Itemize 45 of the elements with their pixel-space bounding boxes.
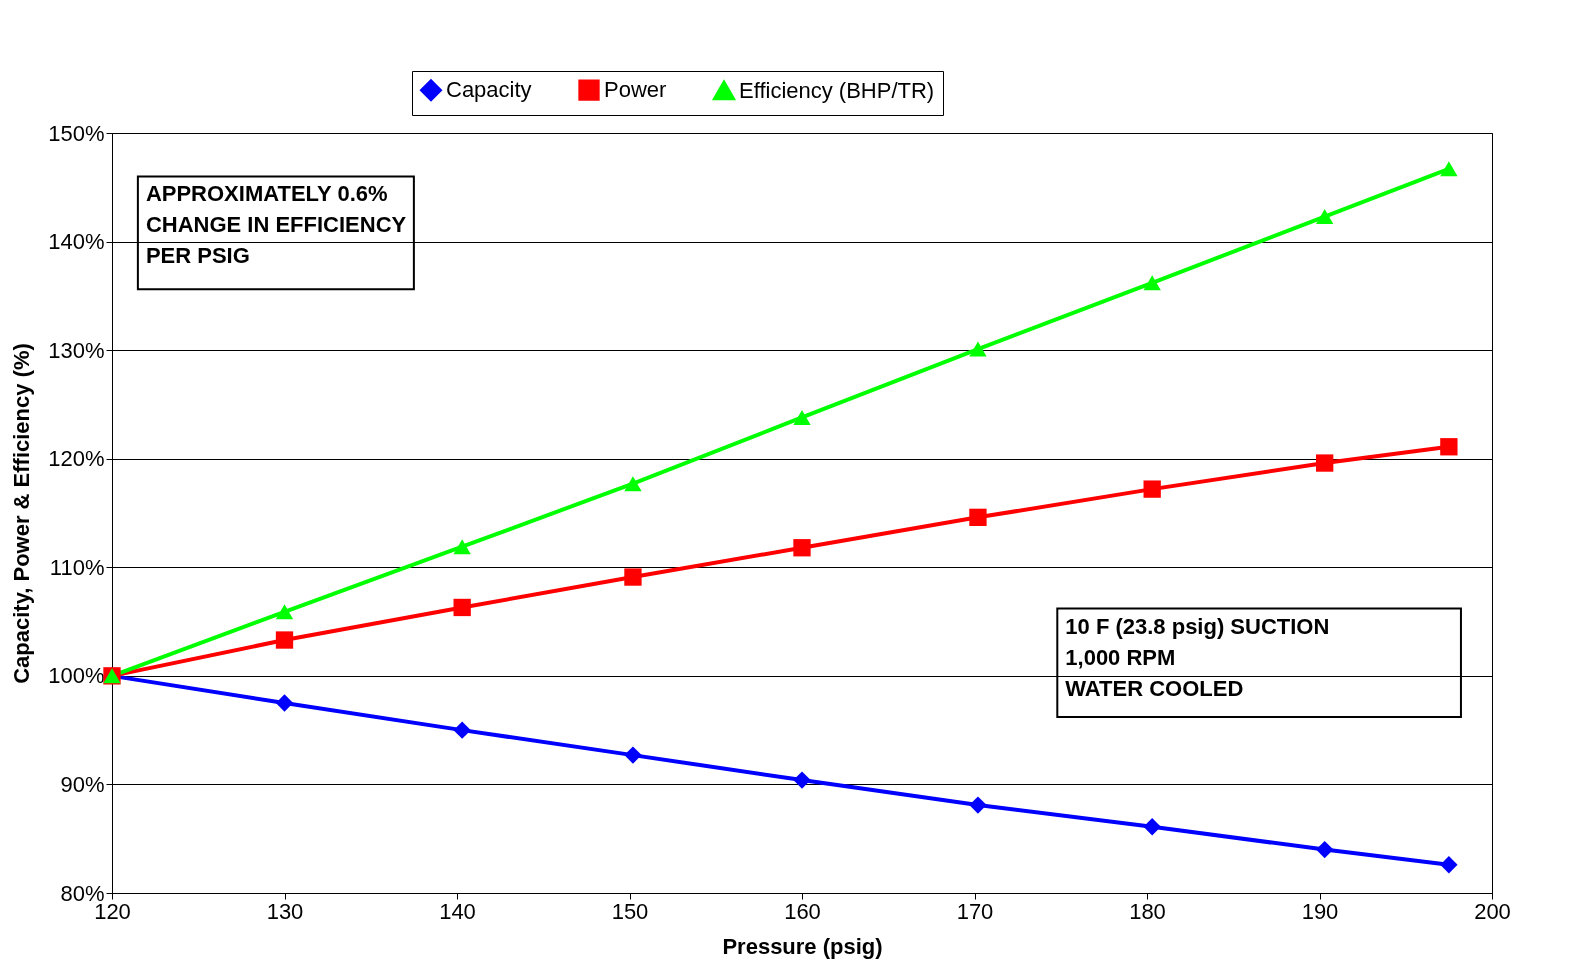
y-tick-label: 110% <box>49 554 105 580</box>
x-tick-label: 200 <box>1474 898 1511 924</box>
x-tick-label: 190 <box>1301 898 1339 924</box>
x-tick-label: 140 <box>439 898 476 924</box>
point <box>624 476 642 492</box>
point <box>793 539 811 557</box>
legend-label: Power <box>604 77 667 103</box>
point <box>624 746 642 764</box>
point <box>969 341 987 357</box>
y-tick-label: 120% <box>48 446 105 472</box>
point <box>453 721 471 739</box>
y-tick-label: 150% <box>48 120 105 146</box>
y-tick-label: 90% <box>60 771 105 797</box>
y-tick-label: 140% <box>48 229 105 255</box>
point <box>969 508 987 526</box>
x-tick-label: 130 <box>266 898 304 924</box>
y-tick-label: 130% <box>48 337 105 363</box>
x-axis-title: Pressure (psig) <box>722 933 883 959</box>
x-tick-label: 170 <box>956 898 994 924</box>
x-tick-label: 160 <box>784 898 821 924</box>
point <box>1440 438 1458 456</box>
point <box>1440 161 1458 177</box>
legend-label: Capacity <box>446 77 532 103</box>
legend-label: Efficiency (BHP/TR) <box>739 77 935 103</box>
point <box>453 598 471 617</box>
x-tick-label: 150 <box>611 898 649 924</box>
point <box>624 568 642 586</box>
y-axis-title: Capacity, Power & Efficiency (%) <box>9 343 35 684</box>
point <box>1143 480 1161 498</box>
annotation: APPROXIMATELY 0.6% CHANGE IN EFFICIENCY PER PSIG <box>145 181 407 269</box>
annotation: 10 F (23.8 psig) SUCTION 1,000 RPM WATER COOLED <box>1065 613 1330 701</box>
point <box>1316 209 1334 225</box>
point <box>1143 818 1161 836</box>
point <box>275 631 294 649</box>
point <box>275 604 294 620</box>
point <box>969 796 987 814</box>
point <box>793 771 811 789</box>
point <box>1316 840 1334 859</box>
x-tick-label: 180 <box>1129 898 1166 924</box>
point <box>793 409 811 425</box>
point <box>1316 454 1334 472</box>
point <box>1143 275 1161 291</box>
point <box>453 539 471 555</box>
point <box>275 694 294 712</box>
point <box>1440 856 1458 874</box>
